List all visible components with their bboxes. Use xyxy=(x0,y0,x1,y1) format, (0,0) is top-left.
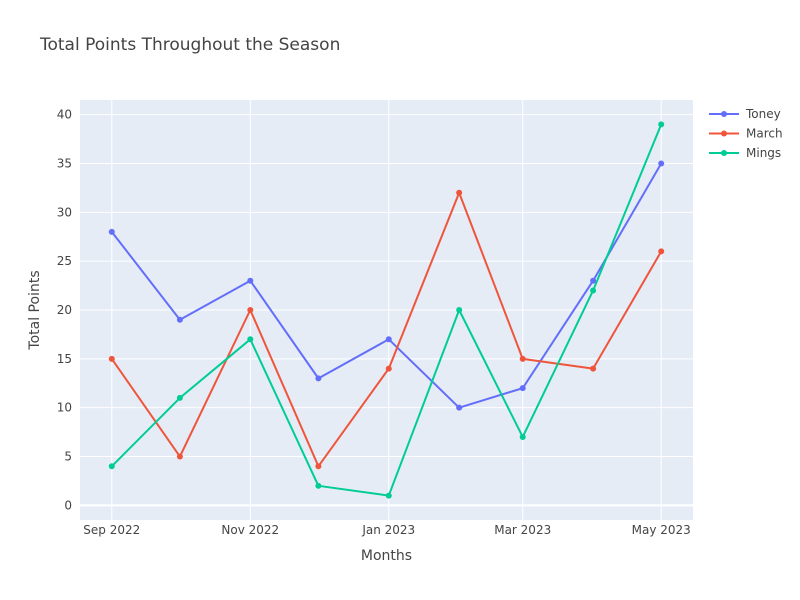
legend-item-mings[interactable]: Mings xyxy=(709,146,781,160)
legend-swatch-marker xyxy=(721,130,727,137)
data-point-march[interactable] xyxy=(456,189,463,196)
data-point-march[interactable] xyxy=(108,355,115,362)
data-point-toney[interactable] xyxy=(108,228,115,235)
y-axis-title: Total Points xyxy=(27,270,43,350)
data-point-toney[interactable] xyxy=(176,316,183,323)
data-point-march[interactable] xyxy=(247,307,254,313)
data-point-march[interactable] xyxy=(315,463,322,470)
x-tick-labels: Sep 2022 Nov 2022 Jan 2023 Mar 2023 May 2023 xyxy=(83,523,691,537)
legend-item-march[interactable]: March xyxy=(709,127,783,141)
x-tick-label: Jan 2023 xyxy=(361,523,415,537)
chart-title: Total Points Throughout the Season xyxy=(39,35,340,55)
x-tick-label: Mar 2023 xyxy=(494,523,551,537)
x-tick-label: Nov 2022 xyxy=(221,523,279,537)
data-point-mings[interactable] xyxy=(247,336,254,343)
data-point-mings[interactable] xyxy=(315,482,322,489)
data-point-mings[interactable] xyxy=(658,121,665,128)
legend-swatch-marker xyxy=(721,150,727,156)
legend-label: Mings xyxy=(746,146,781,160)
x-axis-title: Months xyxy=(361,548,412,564)
data-point-toney[interactable] xyxy=(315,375,322,382)
series-mings xyxy=(108,121,665,499)
y-tick-labels: 0 5 10 15 20 25 30 35 40 xyxy=(57,108,72,513)
data-point-toney[interactable] xyxy=(385,336,392,343)
y-tick-label: 10 xyxy=(57,401,72,415)
y-tick-label: 30 xyxy=(57,205,72,219)
data-point-toney[interactable] xyxy=(247,277,254,284)
data-point-march[interactable] xyxy=(658,248,665,255)
data-point-toney[interactable] xyxy=(456,404,463,411)
series-march xyxy=(108,189,665,470)
data-point-mings[interactable] xyxy=(176,394,183,401)
series-toney xyxy=(108,160,665,411)
legend: Toney March Mings xyxy=(709,107,783,160)
data-point-mings[interactable] xyxy=(519,433,526,440)
data-point-march[interactable] xyxy=(590,365,597,372)
data-point-march[interactable] xyxy=(385,365,392,372)
data-point-toney[interactable] xyxy=(590,277,597,284)
legend-label: March xyxy=(746,127,783,141)
x-tick-label: May 2023 xyxy=(632,523,691,537)
y-tick-label: 20 xyxy=(57,303,72,317)
y-tick-label: 40 xyxy=(57,108,72,122)
data-point-toney[interactable] xyxy=(658,160,665,167)
legend-label: Toney xyxy=(745,107,781,121)
x-tick-label: Sep 2022 xyxy=(83,523,140,537)
y-tick-label: 15 xyxy=(57,352,72,366)
y-tick-label: 5 xyxy=(64,450,72,464)
data-point-march[interactable] xyxy=(519,355,526,362)
series-layer xyxy=(108,121,665,499)
legend-swatch-marker xyxy=(721,111,727,117)
data-point-mings[interactable] xyxy=(590,287,597,294)
y-tick-label: 25 xyxy=(57,254,72,268)
data-point-mings[interactable] xyxy=(385,492,392,499)
data-point-mings[interactable] xyxy=(456,307,463,313)
y-tick-label: 0 xyxy=(64,498,72,512)
legend-item-toney[interactable]: Toney xyxy=(709,107,781,121)
data-point-toney[interactable] xyxy=(519,385,526,392)
y-tick-label: 35 xyxy=(57,156,72,170)
data-point-march[interactable] xyxy=(176,453,183,460)
data-point-mings[interactable] xyxy=(108,463,115,470)
